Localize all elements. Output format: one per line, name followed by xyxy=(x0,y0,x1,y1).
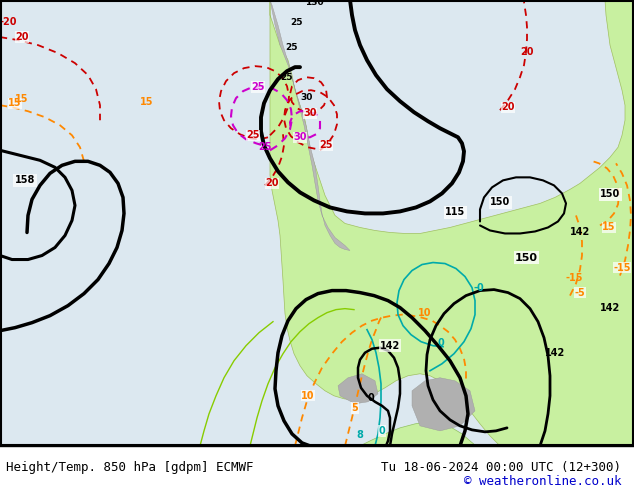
Text: -15: -15 xyxy=(613,263,631,272)
Text: 15: 15 xyxy=(140,97,153,107)
Text: Height/Temp. 850 hPa [gdpm] ECMWF: Height/Temp. 850 hPa [gdpm] ECMWF xyxy=(6,462,254,474)
Polygon shape xyxy=(412,378,475,431)
Text: 150: 150 xyxy=(600,190,620,199)
Polygon shape xyxy=(338,374,378,404)
Text: 30: 30 xyxy=(294,132,307,142)
Text: 10: 10 xyxy=(418,308,432,318)
Polygon shape xyxy=(360,422,476,446)
Text: 20: 20 xyxy=(501,102,515,112)
Text: 130: 130 xyxy=(305,0,323,7)
Text: 25: 25 xyxy=(285,43,297,52)
FancyBboxPatch shape xyxy=(0,0,634,446)
Text: 0: 0 xyxy=(368,393,375,403)
Text: 142: 142 xyxy=(380,341,400,351)
Text: 25: 25 xyxy=(258,142,271,152)
Text: -0: -0 xyxy=(474,283,485,293)
Text: 25: 25 xyxy=(246,130,260,140)
Text: 15: 15 xyxy=(15,94,29,104)
Text: 20: 20 xyxy=(15,32,29,42)
Text: 8: 8 xyxy=(356,430,363,440)
Text: 142: 142 xyxy=(545,348,566,358)
Text: 15: 15 xyxy=(602,222,616,232)
Text: 10: 10 xyxy=(301,391,314,401)
Text: 0: 0 xyxy=(437,338,444,348)
Text: 25: 25 xyxy=(251,82,265,92)
Text: 142: 142 xyxy=(570,227,590,238)
Text: 142: 142 xyxy=(600,303,620,313)
Text: 5: 5 xyxy=(352,403,358,413)
Text: 150: 150 xyxy=(515,252,538,263)
Polygon shape xyxy=(270,0,634,446)
Text: Tu 18-06-2024 00:00 UTC (12+300): Tu 18-06-2024 00:00 UTC (12+300) xyxy=(381,462,621,474)
Text: 15: 15 xyxy=(8,98,22,108)
Text: 20: 20 xyxy=(265,178,279,188)
Text: 115: 115 xyxy=(445,207,465,218)
Text: 30: 30 xyxy=(300,93,313,102)
Text: 25: 25 xyxy=(290,18,302,27)
Text: -15: -15 xyxy=(565,272,583,283)
Text: 20: 20 xyxy=(520,47,533,57)
Text: 150: 150 xyxy=(490,197,510,207)
Text: 0: 0 xyxy=(378,426,385,436)
Text: 25: 25 xyxy=(320,140,333,150)
Polygon shape xyxy=(270,0,350,250)
Text: © weatheronline.co.uk: © weatheronline.co.uk xyxy=(464,475,621,488)
Text: 158: 158 xyxy=(15,175,36,185)
Text: 25: 25 xyxy=(280,73,292,82)
Text: 30: 30 xyxy=(303,108,317,118)
Text: -20: -20 xyxy=(0,17,18,27)
Text: -5: -5 xyxy=(574,288,585,297)
